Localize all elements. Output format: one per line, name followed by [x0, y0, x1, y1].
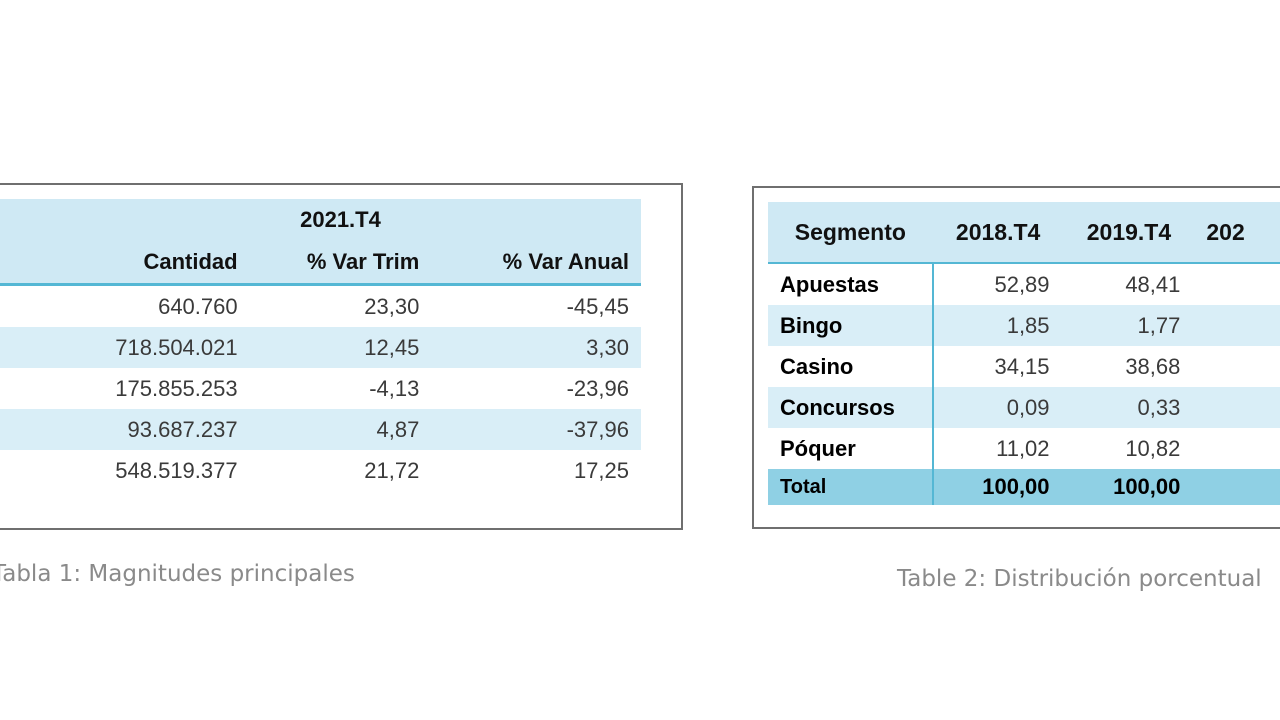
- cell-var-anual: -45,45: [431, 283, 641, 327]
- row-label: [0, 450, 36, 491]
- table1-frame: 2021.T4 Cantidad % Var Trim % Var Anual …: [0, 183, 683, 530]
- table-row: s 640.760 23,30 -45,45: [0, 283, 641, 327]
- cell-2020: [1194, 346, 1280, 387]
- table-row: 175.855.253 -4,13 -23,96: [0, 368, 641, 409]
- cell-cantidad: 93.687.237: [127, 416, 238, 442]
- segment-label: Casino: [768, 346, 934, 387]
- cell-var-anual: -37,96: [566, 416, 629, 442]
- table1-column-header-row: Cantidad % Var Trim % Var Anual: [0, 241, 641, 285]
- table-row: 718.504.021 12,45 3,30: [0, 327, 641, 368]
- cell-var-trim: 23,30: [249, 283, 432, 327]
- table1-caption: Tabla 1: Magnitudes principales: [0, 561, 355, 587]
- table-row: Concursos 0,09 0,33: [768, 387, 1280, 428]
- total-row: Total 100,00 100,00 1: [768, 469, 1280, 505]
- table2-caption: Table 2: Distribución porcentual: [897, 566, 1262, 592]
- cell-2018: 34,15: [994, 353, 1050, 379]
- cell-2018: 1,85: [1006, 312, 1050, 338]
- total-2018: 100,00: [932, 469, 1064, 505]
- total-2019: 100,00: [1063, 469, 1195, 505]
- row-label: [0, 327, 36, 368]
- column-header-2018: 2018.T4: [932, 202, 1064, 264]
- cell-2019: 38,68: [1125, 353, 1181, 379]
- segment-label: Bingo: [768, 305, 934, 346]
- column-header-var-anual: % Var Anual: [502, 249, 629, 274]
- column-header-2020: 202: [1194, 202, 1280, 264]
- table-row: Bingo 1,85 1,77: [768, 305, 1280, 346]
- table2-header-row: Segmento 2018.T4 2019.T4 202: [768, 202, 1280, 264]
- cell-var-anual: -23,96: [566, 375, 629, 401]
- cell-2020: [1194, 387, 1280, 428]
- column-header-cantidad: Cantidad: [143, 249, 238, 274]
- cell-var-anual: 3,30: [586, 334, 629, 360]
- cell-2018: 11,02: [996, 435, 1050, 461]
- segment-label: Concursos: [768, 387, 934, 428]
- cell-2020: [1194, 305, 1280, 346]
- table2-frame: Segmento 2018.T4 2019.T4 202 Apuestas 52…: [752, 186, 1280, 529]
- column-header-segmento: Segmento: [768, 202, 933, 264]
- cell-var-trim: -4,13: [369, 375, 420, 401]
- row-label: s: [0, 283, 36, 327]
- cell-cantidad: 175.855.253: [115, 375, 238, 401]
- column-header-var-trim: % Var Trim: [306, 249, 420, 274]
- cell-2019: 1,77: [1137, 312, 1181, 338]
- cell-var-trim: 12,45: [364, 334, 420, 360]
- table1-period-row: 2021.T4: [0, 199, 641, 241]
- cell-var-trim: 21,72: [364, 457, 420, 483]
- table1-period-header: 2021.T4: [300, 207, 381, 232]
- distribution-table: Segmento 2018.T4 2019.T4 202 Apuestas 52…: [768, 202, 1280, 505]
- cell-2019: 0,33: [1137, 394, 1181, 420]
- table-row: Póquer 11,02 10,82: [768, 428, 1280, 469]
- cell-2018: 0,09: [1006, 394, 1050, 420]
- segment-label: Póquer: [768, 428, 934, 469]
- table-row: 548.519.377 21,72 17,25: [0, 450, 641, 491]
- cell-2019: 10,82: [1125, 435, 1181, 461]
- magnitudes-table: 2021.T4 Cantidad % Var Trim % Var Anual …: [0, 199, 641, 491]
- cell-2019: 48,41: [1125, 271, 1181, 297]
- table-row: Apuestas 52,89 48,41: [768, 263, 1280, 305]
- total-label: Total: [768, 469, 934, 505]
- cell-2020: [1194, 428, 1280, 469]
- total-2020: 1: [1194, 469, 1280, 505]
- cell-2020: [1194, 263, 1280, 305]
- cell-cantidad: 548.519.377: [115, 457, 238, 483]
- cell-cantidad: 640.760: [35, 283, 250, 327]
- cell-var-anual: 17,25: [573, 457, 629, 483]
- cell-var-trim: 4,87: [376, 416, 420, 442]
- table1-corner: [0, 199, 36, 241]
- cell-2018: 52,89: [994, 271, 1050, 297]
- table-row: Casino 34,15 38,68: [768, 346, 1280, 387]
- table-row: 93.687.237 4,87 -37,96: [0, 409, 641, 450]
- segment-label: Apuestas: [768, 263, 934, 305]
- row-label: [0, 368, 36, 409]
- cell-cantidad: 718.504.021: [115, 334, 238, 360]
- row-label: [0, 409, 36, 450]
- column-header-2019: 2019.T4: [1063, 202, 1195, 264]
